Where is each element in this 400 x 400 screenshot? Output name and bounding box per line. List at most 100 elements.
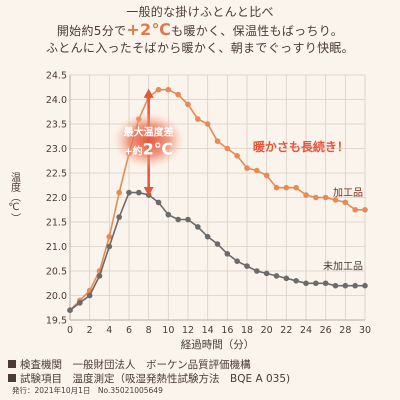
x-tick-label: 8 xyxy=(146,325,152,336)
data-point xyxy=(244,263,250,269)
x-tick-label: 26 xyxy=(320,325,332,336)
max-difference-value: +約2℃ xyxy=(124,139,173,158)
y-tick-label: 22.0 xyxy=(46,193,67,204)
data-point xyxy=(106,243,113,250)
data-point xyxy=(293,278,299,284)
series-line xyxy=(69,191,365,311)
long-lasting-callout: 暖かさも長続き！ xyxy=(253,139,349,154)
x-tick-label: 4 xyxy=(106,325,112,336)
headline-line-2-pre: 開始約5分で xyxy=(56,24,127,38)
footer-row-2: 試験項目 温度測定（吸湿発熱性試験方法 BQE A 035) xyxy=(8,372,290,386)
data-point xyxy=(116,214,122,220)
data-point xyxy=(352,282,358,289)
data-point xyxy=(234,258,240,264)
data-point xyxy=(352,206,358,213)
difference-glow xyxy=(112,112,185,169)
y-tick-label: 23.0 xyxy=(46,144,67,155)
series-line xyxy=(69,88,365,311)
axis-layer: 19.5 20.0 20.5 21.0 21.5 22.0 22.5 23.0 23.5 24.0… xyxy=(8,71,371,352)
y-axis-title: 温度（℃） xyxy=(8,172,20,223)
data-point xyxy=(254,167,260,174)
x-tick-label: 6 xyxy=(126,325,132,336)
data-point xyxy=(234,153,240,159)
data-point xyxy=(136,189,142,196)
headline: 一般的な掛けふとんと比べ 開始約5分で+2℃も暖かく、保温性もばっちり。 ふとん… xyxy=(0,4,400,57)
max-difference-value-big: 2℃ xyxy=(143,139,174,158)
y-tick-label: 24.0 xyxy=(46,95,67,106)
headline-line-2-post: も暖かく、保温性もばっちり。 xyxy=(171,24,344,38)
data-point xyxy=(303,280,309,287)
x-tick-label: 10 xyxy=(162,325,174,336)
annotation-layer: 最大温度差 +約2℃ 暖かさも長続き！ xyxy=(112,88,349,197)
headline-line-1: 一般的な掛けふとんと比べ xyxy=(126,5,274,19)
difference-arrow-head-down xyxy=(143,187,154,197)
bullet-square-icon xyxy=(8,360,16,368)
max-difference-label: 最大温度差 xyxy=(124,125,174,138)
test-item: 試験項目 温度測定（吸湿発熱性試験方法 BQE A 035) xyxy=(20,373,291,385)
data-point xyxy=(283,275,290,282)
data-point xyxy=(126,189,132,196)
y-tick-label: 20.0 xyxy=(46,291,67,302)
data-point xyxy=(204,121,211,127)
x-tick-label: 28 xyxy=(339,325,351,336)
footer-row-1: 検査機関 一般財団法人 ボーケン品質評価機構 xyxy=(8,358,290,372)
x-tick-label: 18 xyxy=(241,325,253,336)
x-tick-label: 12 xyxy=(182,325,194,336)
data-point xyxy=(362,282,368,289)
temperature-chart: 19.5 20.0 20.5 21.0 21.5 22.0 22.5 23.0 23.5 24.0… xyxy=(8,71,371,352)
data-point xyxy=(263,270,270,277)
data-point xyxy=(313,194,319,201)
data-point xyxy=(224,145,231,152)
data-point xyxy=(322,280,329,287)
x-tick-label: 20 xyxy=(261,325,273,336)
max-difference-value-pre: +約 xyxy=(124,144,142,157)
y-tick-label: 20.5 xyxy=(46,267,67,278)
data-point xyxy=(273,273,280,279)
bullet-square-icon xyxy=(8,374,16,382)
data-point xyxy=(254,268,260,274)
data-point xyxy=(263,172,270,179)
series-label: 加工品 xyxy=(333,187,363,199)
y-tick-label: 23.5 xyxy=(46,120,67,131)
x-tick-label: 30 xyxy=(359,325,371,336)
data-point xyxy=(116,189,122,196)
y-tick-label: 21.5 xyxy=(46,218,67,229)
data-point xyxy=(165,211,172,218)
data-point xyxy=(185,101,191,108)
x-tick-label: 24 xyxy=(300,325,312,336)
data-point xyxy=(185,216,191,223)
y-tick-label: 24.5 xyxy=(46,71,67,82)
x-tick-label: 22 xyxy=(280,325,292,336)
issue-info: 発行：2021年10月1日 No.35021005649 xyxy=(12,386,163,395)
data-point xyxy=(342,282,349,289)
data-point xyxy=(204,233,211,240)
headline-plus-2c: +2℃ xyxy=(126,20,172,39)
data-point xyxy=(175,216,181,223)
difference-arrow-head-up xyxy=(143,88,154,98)
data-point xyxy=(165,86,172,93)
series-label: 未加工品 xyxy=(323,261,363,273)
data-point xyxy=(195,224,201,230)
data-point xyxy=(86,292,93,299)
data-point xyxy=(155,86,162,93)
data-point xyxy=(214,241,221,247)
data-point xyxy=(362,206,368,213)
data-point xyxy=(293,184,299,191)
x-tick-label: 16 xyxy=(221,325,233,336)
footer: 検査機関 一般財団法人 ボーケン品質評価機構 試験項目 温度測定（吸湿発熱性試験… xyxy=(8,358,290,396)
data-point xyxy=(332,282,339,289)
x-axis-title: 経過時間（分） xyxy=(181,338,255,351)
data-point xyxy=(224,251,231,257)
test-organization: 検査機関 一般財団法人 ボーケン品質評価機構 xyxy=(20,359,251,371)
y-tick-label: 19.5 xyxy=(46,316,67,327)
data-point xyxy=(77,300,83,306)
x-tick-label: 0 xyxy=(67,325,73,336)
data-point xyxy=(322,194,329,201)
y-tick-label: 22.5 xyxy=(46,169,67,180)
data-point xyxy=(273,184,280,191)
data-point xyxy=(96,273,103,279)
data-point xyxy=(303,192,309,198)
data-point xyxy=(155,199,162,206)
data-point xyxy=(175,91,181,98)
